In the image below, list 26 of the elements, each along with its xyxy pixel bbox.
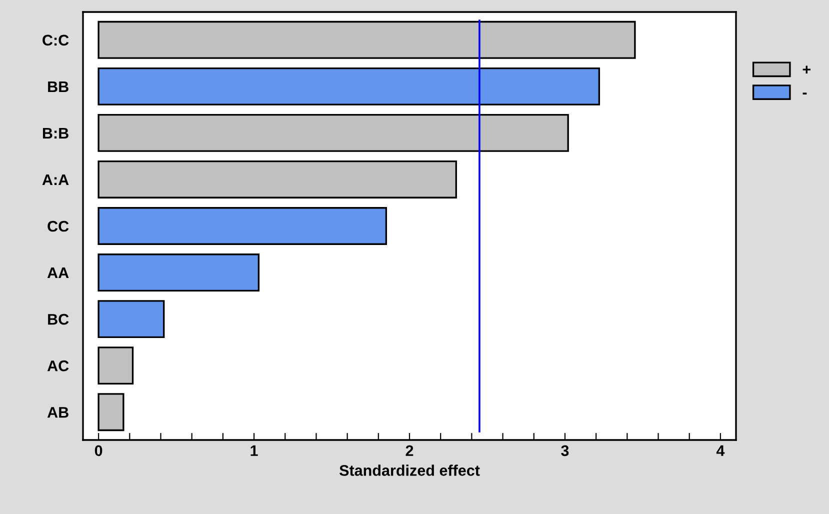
bar (98, 346, 134, 385)
y-tick-label: B:B (42, 128, 68, 138)
y-tick-label: BB (48, 81, 68, 92)
y-tick-label: AC (47, 360, 69, 372)
y-tick-label: C:C (42, 34, 69, 46)
bar (98, 20, 636, 59)
y-tick-label: AB (47, 407, 68, 418)
legend-label: - (802, 92, 807, 94)
bar (98, 254, 260, 292)
x-tick-label: 1 (250, 445, 258, 456)
bar (98, 160, 457, 198)
bar (98, 207, 388, 245)
bar (98, 393, 124, 432)
legend-label: + (802, 66, 810, 74)
x-tick-label: 0 (94, 445, 102, 456)
bar (98, 300, 165, 338)
x-tick-label: 4 (716, 445, 725, 456)
x-tick-label: 3 (561, 445, 569, 456)
y-tick-label: BC (48, 314, 69, 325)
y-tick-label: CC (48, 220, 69, 232)
x-tick-label: 2 (406, 445, 414, 456)
bar (98, 114, 569, 152)
y-tick-label: A:A (42, 174, 69, 186)
x-axis-title: Standardized effect (339, 464, 480, 476)
bar (98, 67, 600, 106)
y-tick-label: AA (47, 268, 69, 278)
